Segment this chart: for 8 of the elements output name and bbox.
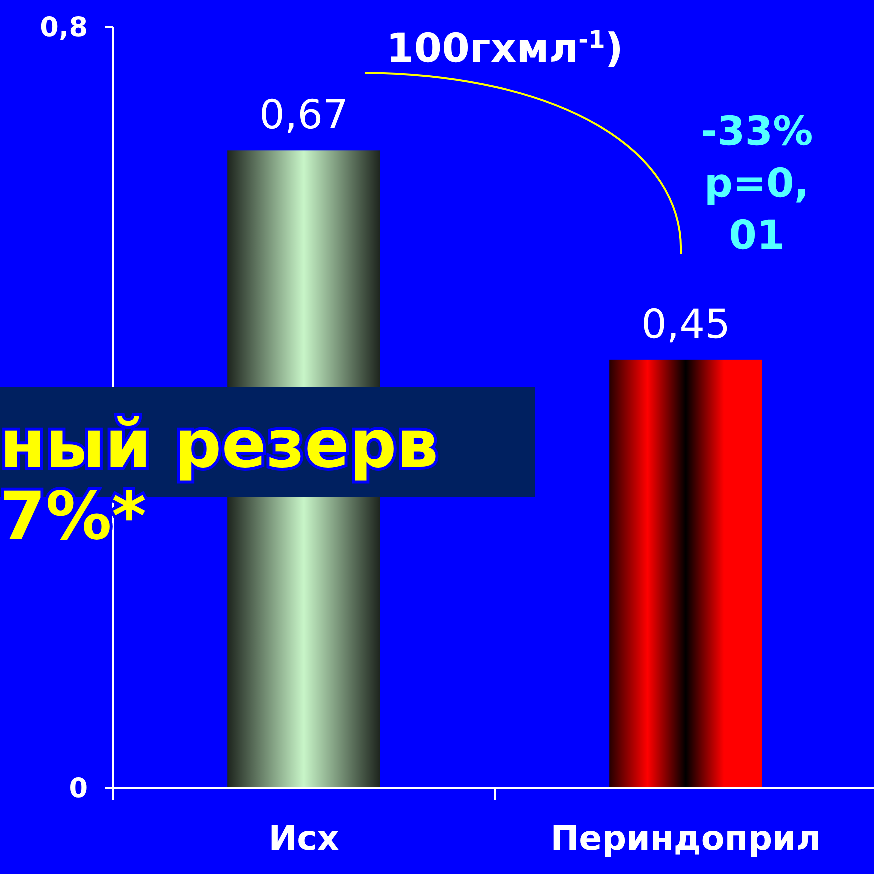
annotation: -33% p=0, 01 xyxy=(700,109,814,259)
chart-title: 100гхмл$^{-1}$) xyxy=(386,26,624,72)
x-tick-label: Исх xyxy=(268,819,340,859)
y-tick-label: 0 xyxy=(69,773,88,804)
x-tick-label: Периндоприл xyxy=(550,819,822,859)
data-label: 0,67 xyxy=(259,92,349,139)
y-tick-label: 0,8 xyxy=(40,12,88,44)
data-label: 0,45 xyxy=(641,302,731,348)
